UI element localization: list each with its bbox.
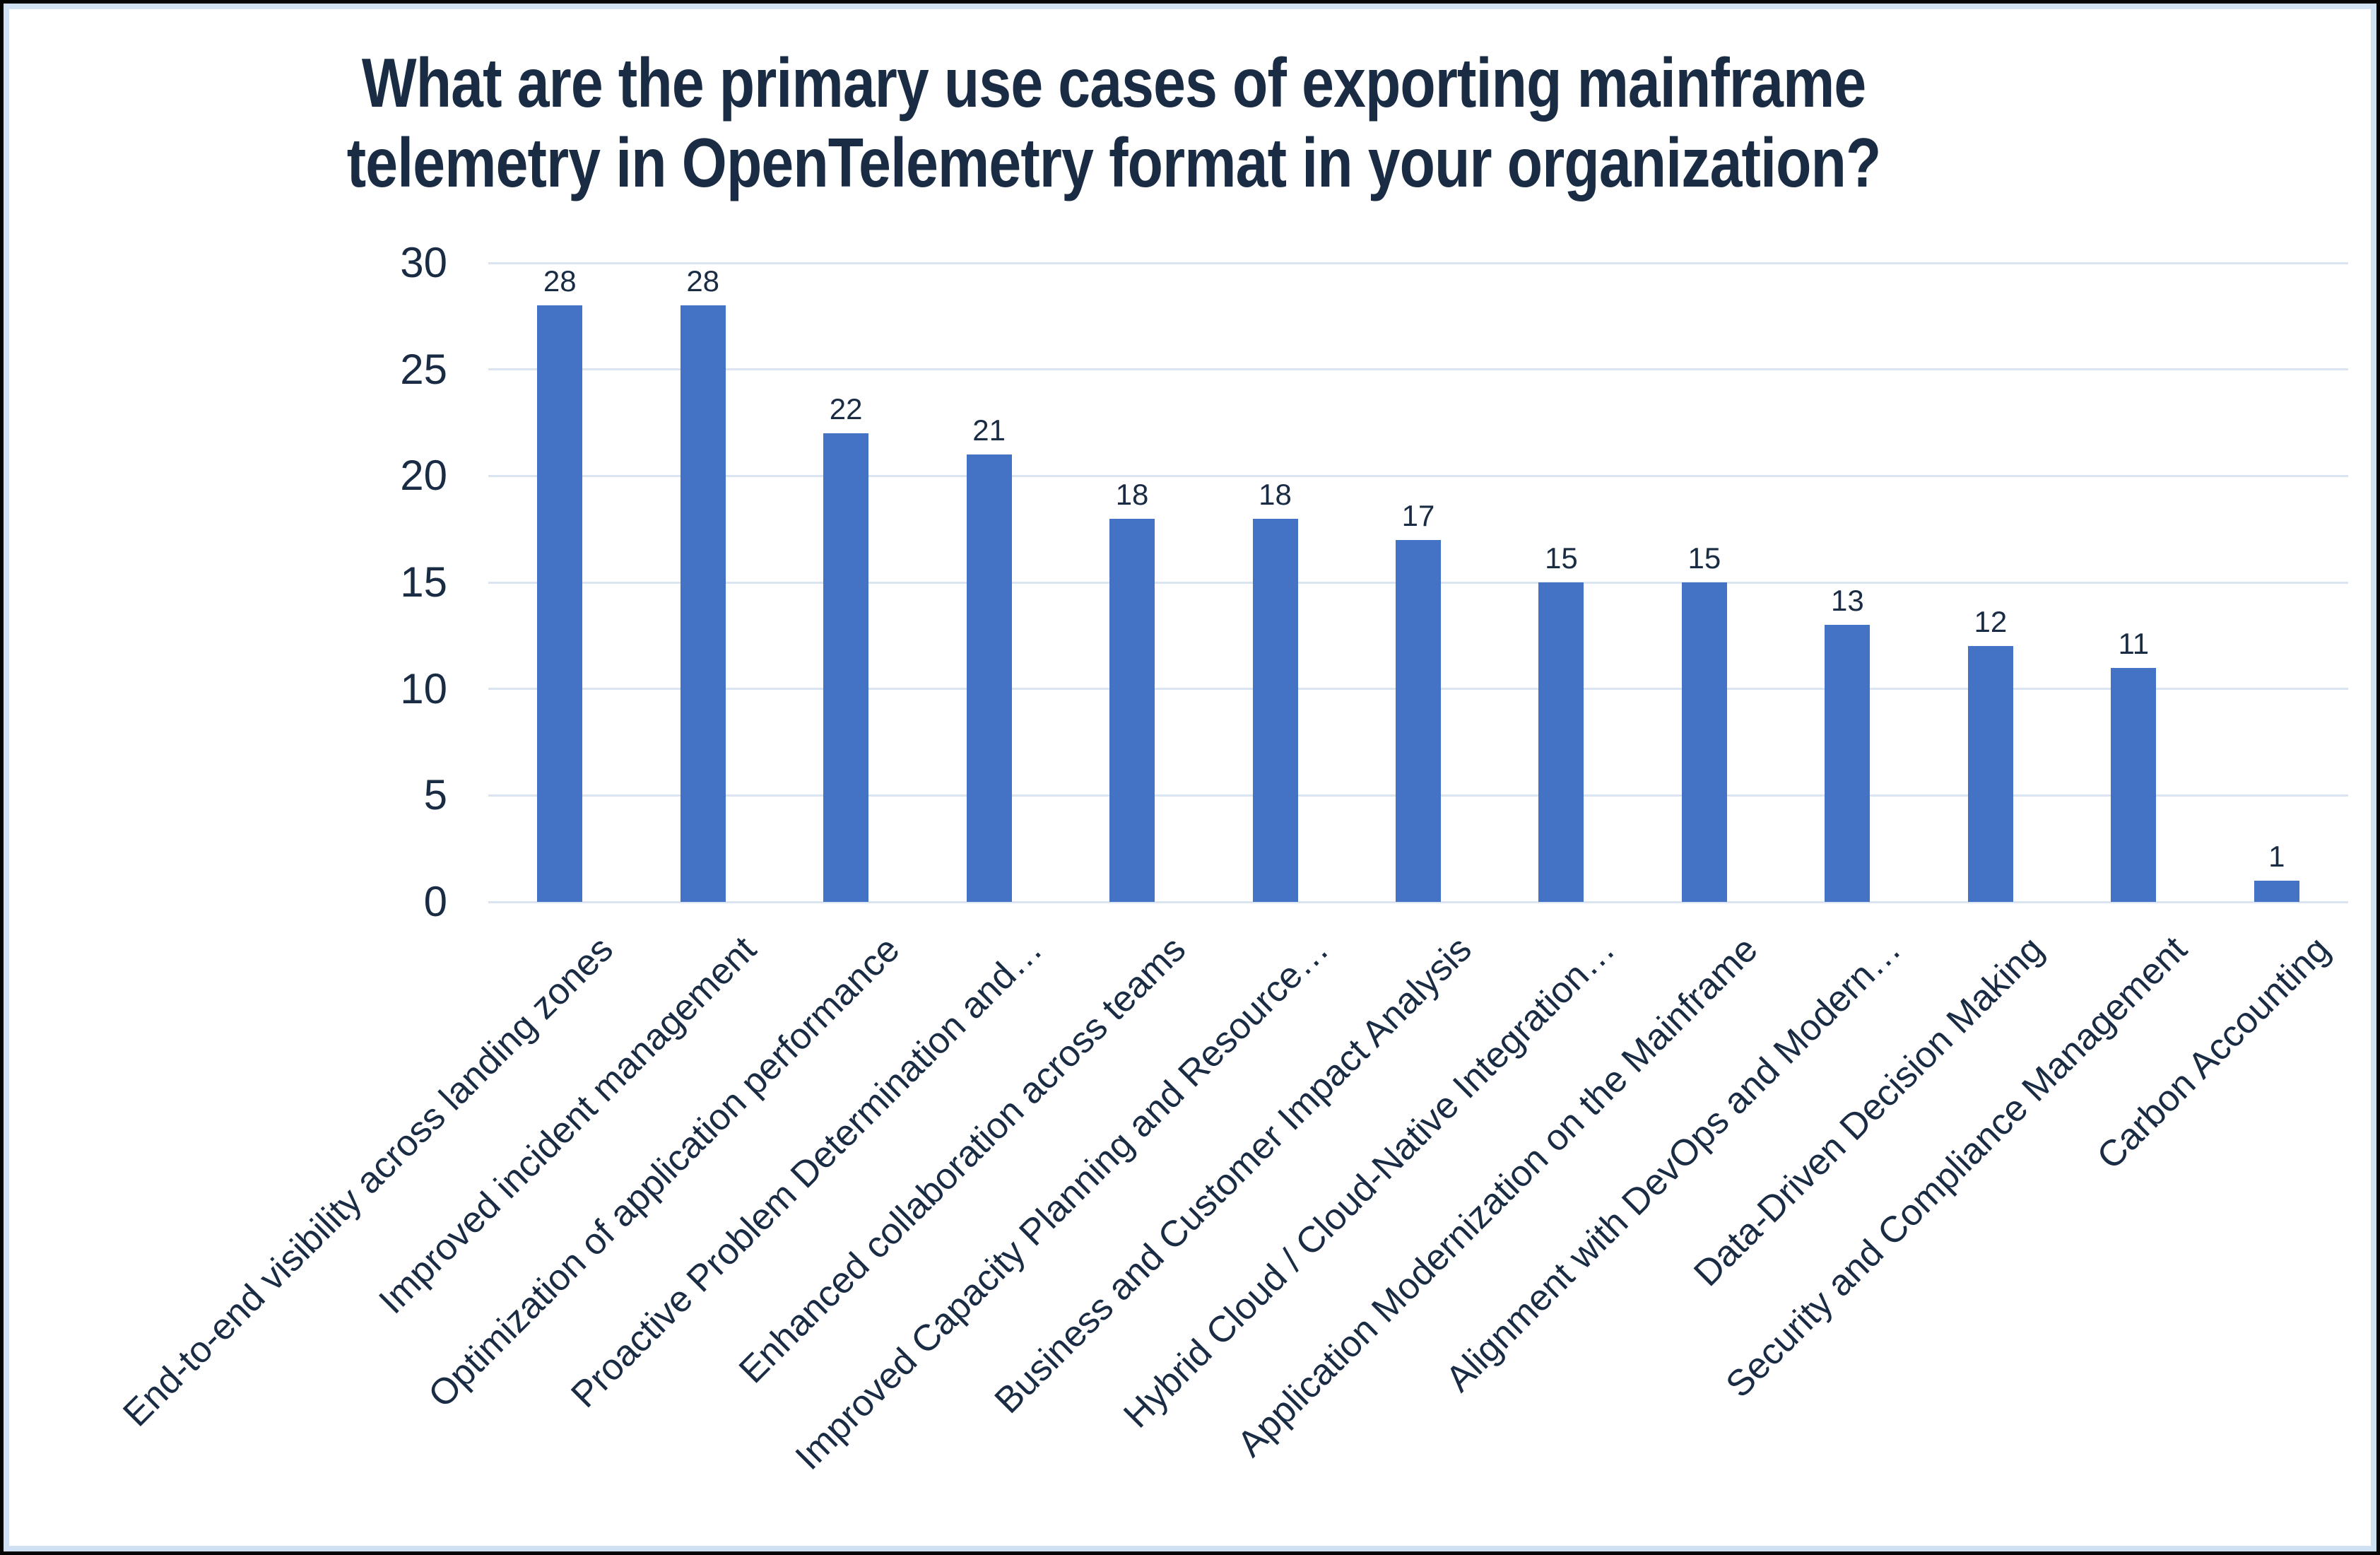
bar-6: [1396, 539, 1441, 902]
bar-value-label-0: 28: [543, 264, 577, 298]
bar-value-label-4: 18: [1115, 477, 1149, 511]
bar-1: [680, 305, 726, 902]
gridline-25: [488, 368, 2348, 371]
category-label-8: Application Modernization on the Mainfra…: [1230, 929, 1766, 1465]
bar-value-label-10: 12: [1974, 605, 2008, 639]
y-axis-labels: 0 5 10 15 20 25 30: [9, 9, 447, 1551]
gridline-20: [488, 474, 2348, 477]
bar-2: [823, 433, 869, 902]
bar-11: [2111, 667, 2157, 902]
bar-value-label-5: 18: [1259, 477, 1292, 511]
bar-0: [537, 305, 583, 902]
bar-8: [1681, 582, 1727, 902]
bar-10: [1967, 646, 2013, 902]
plot-area: 28 28 22 21 18 18 17 15 15 13 12 11 1: [488, 262, 2348, 903]
category-label-7: Hybrid Cloud / Cloud-Native Integration…: [1115, 929, 1623, 1436]
y-tick-label-0: 0: [423, 878, 447, 925]
category-label-12: Carbon Accounting: [2090, 929, 2338, 1178]
y-tick-label-5: 5: [423, 771, 447, 819]
gridline-30: [488, 262, 2348, 264]
bar-12: [2254, 880, 2299, 902]
bar-9: [1825, 625, 1871, 902]
bar-value-label-2: 22: [829, 392, 863, 426]
y-tick-label-25: 25: [400, 345, 447, 393]
bar-value-label-3: 21: [972, 413, 1006, 447]
y-tick-label-15: 15: [400, 558, 447, 606]
x-axis-category-labels: End-to-end visibility across landing zon…: [116, 917, 2348, 1551]
y-tick-label-10: 10: [400, 664, 447, 712]
bar-value-label-7: 15: [1545, 541, 1578, 575]
bar-value-label-8: 15: [1687, 541, 1721, 575]
chart-title-line1: What are the primary use cases of export…: [362, 44, 1866, 122]
y-tick-label-20: 20: [400, 452, 447, 500]
bar-4: [1109, 518, 1155, 902]
chart-title: What are the primary use cases of export…: [9, 43, 2371, 203]
bar-value-label-11: 11: [2118, 626, 2150, 660]
chart-title-line2: telemetry in OpenTelemetry format in you…: [347, 124, 1882, 201]
category-label-5: Improved Capacity Planning and Resource…: [787, 929, 1337, 1478]
bar-3: [966, 454, 1012, 902]
bar-5: [1252, 518, 1298, 902]
chart-inner-frame: What are the primary use cases of export…: [4, 4, 2376, 1551]
bar-value-label-6: 17: [1401, 498, 1435, 532]
bar-value-label-1: 28: [686, 264, 720, 298]
bar-7: [1538, 582, 1584, 902]
y-tick-label-30: 30: [400, 239, 447, 286]
bar-value-label-9: 13: [1831, 584, 1864, 618]
bar-value-label-12: 1: [2268, 839, 2285, 873]
